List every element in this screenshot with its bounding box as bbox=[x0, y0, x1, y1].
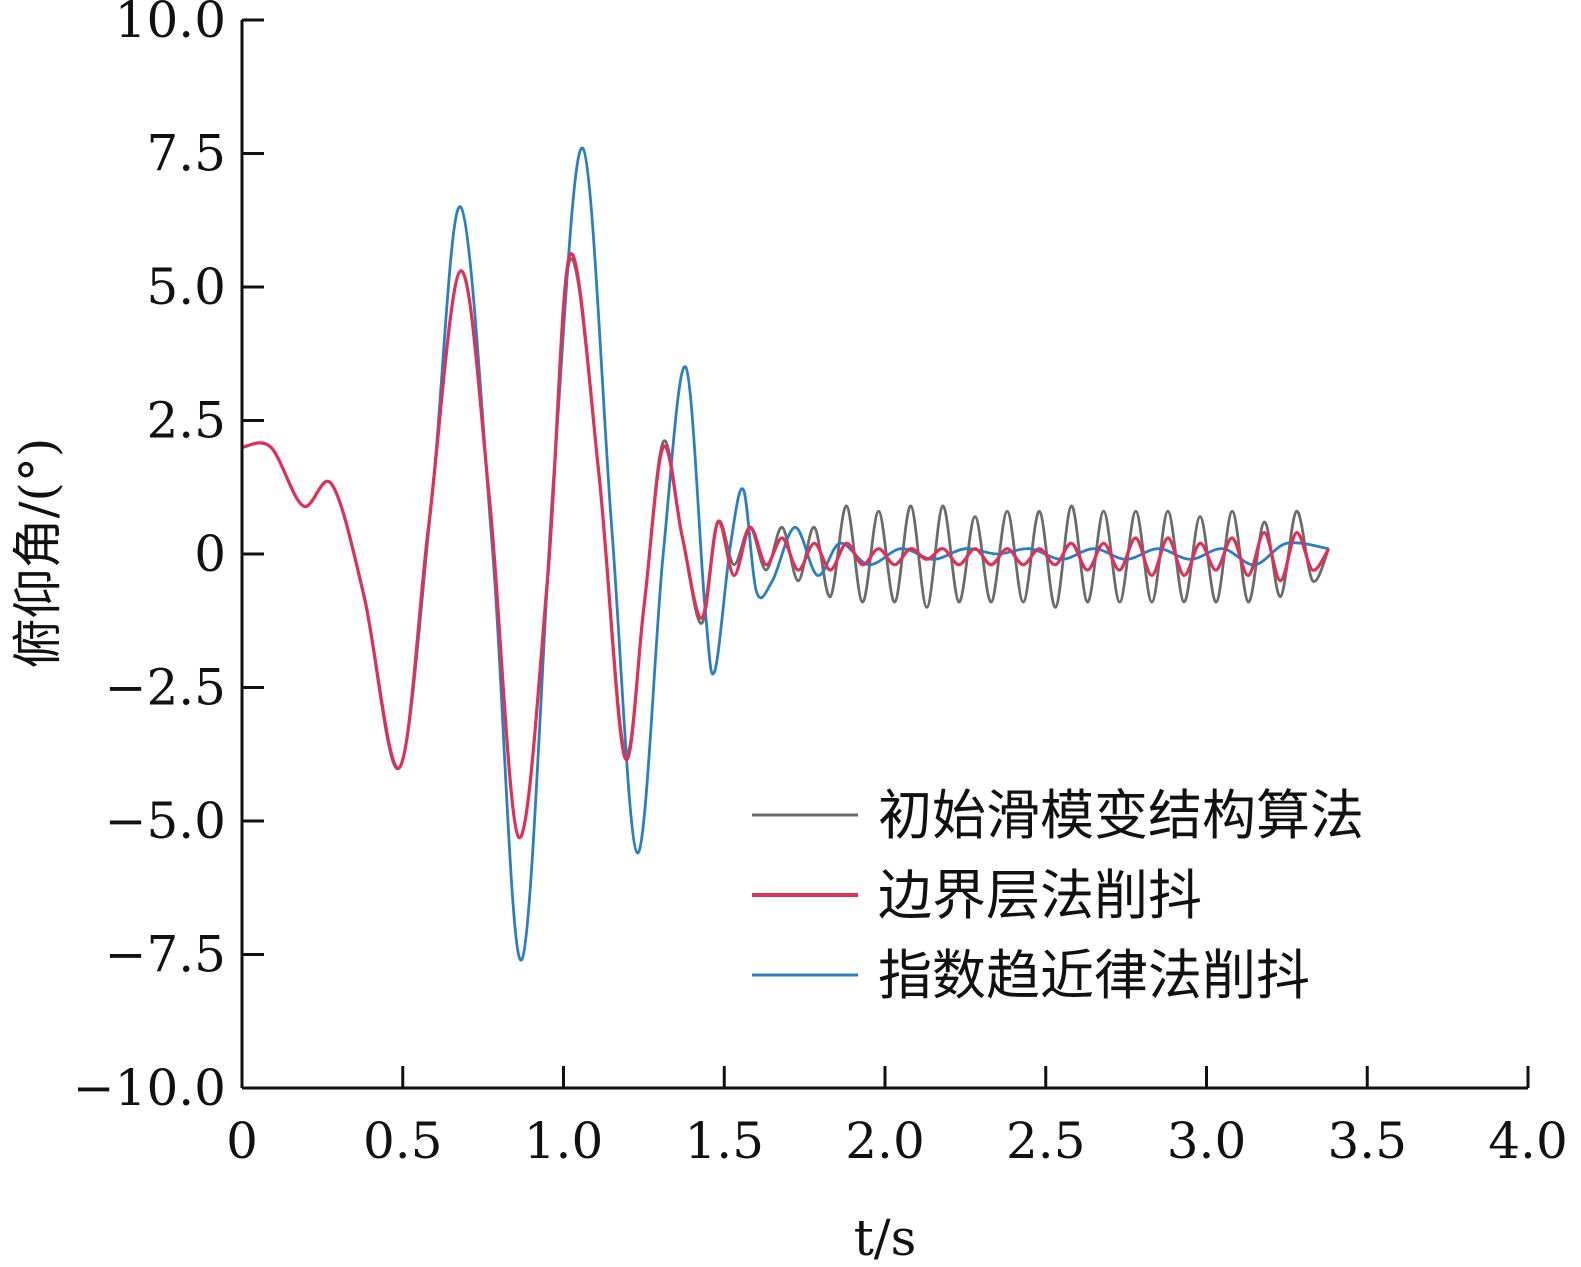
x-axis-title: t/s bbox=[854, 1209, 917, 1267]
x-tick-label: 1.5 bbox=[684, 1112, 764, 1170]
x-tick-label: 4.0 bbox=[1488, 1112, 1568, 1170]
x-tick-label: 1.0 bbox=[524, 1112, 604, 1170]
x-tick-label: 0 bbox=[226, 1112, 258, 1170]
y-tick-label: 5.0 bbox=[146, 258, 226, 316]
y-tick-label: 10.0 bbox=[115, 0, 226, 49]
y-tick-label: −7.5 bbox=[105, 926, 226, 984]
y-tick-label: −2.5 bbox=[105, 659, 226, 717]
series-line-exponential-reaching bbox=[241, 146, 1329, 962]
y-tick-label: 7.5 bbox=[146, 125, 226, 183]
x-tick-label: 3.5 bbox=[1327, 1112, 1407, 1170]
series-line-boundary-layer bbox=[241, 251, 1331, 840]
legend-label: 边界层法削抖 bbox=[878, 864, 1202, 927]
legend-label: 初始滑模变结构算法 bbox=[878, 784, 1364, 847]
y-tick-label: 0 bbox=[194, 525, 226, 583]
y-tick-label: 2.5 bbox=[146, 392, 226, 450]
y-tick-label: −5.0 bbox=[105, 792, 226, 850]
x-tick-label: 3.0 bbox=[1167, 1112, 1247, 1170]
y-tick-label: −10.0 bbox=[73, 1059, 226, 1117]
x-tick-label: 0.5 bbox=[363, 1112, 443, 1170]
y-ticks: 10.0 7.5 5.0 2.5 0 −2.5 −5.0 −7.5 −10.0 bbox=[73, 0, 264, 1117]
x-tick-label: 2.0 bbox=[845, 1112, 925, 1170]
x-ticks: 0 0.5 1.0 1.5 2.0 2.5 3.0 3.5 4.0 bbox=[226, 1066, 1568, 1170]
y-axis-title: 俯仰角/(°) bbox=[9, 438, 67, 669]
legend-label: 指数趋近律法削抖 bbox=[878, 944, 1310, 1007]
series-layer bbox=[241, 146, 1331, 962]
x-tick-label: 2.5 bbox=[1006, 1112, 1086, 1170]
